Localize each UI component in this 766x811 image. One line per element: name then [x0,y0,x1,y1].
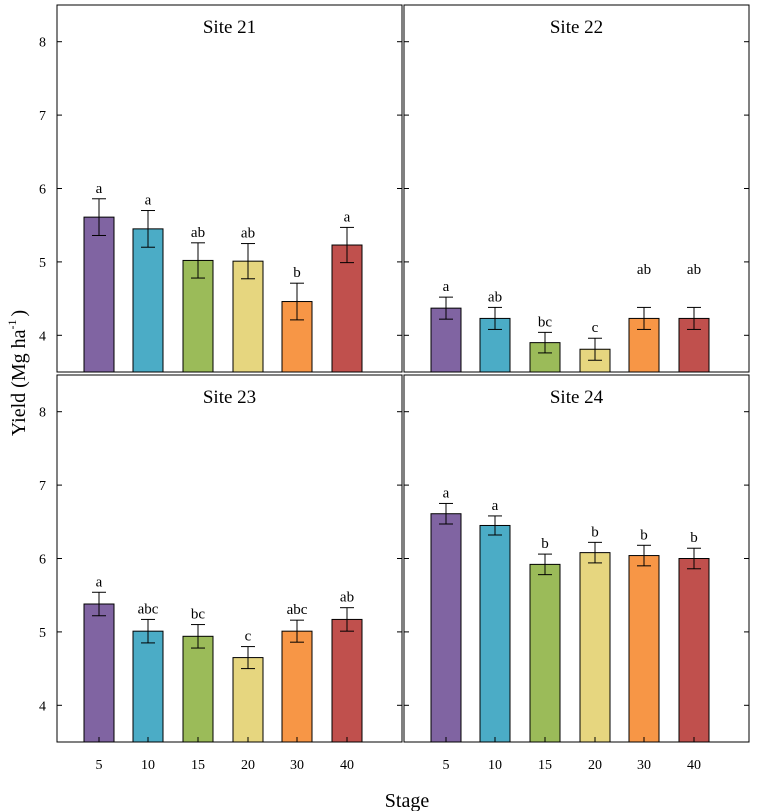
significance-letter: a [96,574,103,590]
y-tick-label: 5 [39,626,46,641]
bar-40 [331,618,363,743]
bar-10 [479,524,511,743]
panel-title: Site 23 [203,387,256,408]
significance-letter: abc [287,602,308,618]
bar-15 [529,563,561,743]
bar-30 [281,630,313,743]
x-tick-label: 30 [637,758,651,773]
y-axis-title-text: Yield (Mg ha [8,329,30,436]
significance-letter: ab [488,289,502,305]
x-tick-label: 15 [538,758,552,773]
panel-3: 4 5 6 7 8 Site 23 a 5 abc 10 bc 15 c 20 abc 30 ab 40 [39,374,403,773]
y-tick-label: 8 [39,406,46,421]
significance-letter: bc [538,314,553,330]
panel-title: Site 21 [203,17,256,38]
panel-title: Site 22 [550,17,603,38]
significance-letter: ab [241,226,255,242]
significance-letter: ab [340,590,354,606]
bar-15 [182,635,214,743]
y-tick-label: 5 [39,256,46,271]
significance-letter: a [344,209,351,225]
x-tick-label: 20 [588,758,602,773]
significance-letter: ab [191,225,205,241]
significance-letter: ab [687,262,701,278]
bar-10 [132,630,164,743]
bar-40 [331,244,363,373]
y-tick-label: 7 [39,479,46,494]
bar-20 [232,657,264,743]
significance-letter: c [592,320,599,336]
y-tick-label: 4 [39,699,46,714]
x-tick-label: 40 [687,758,701,773]
y-tick-label: 6 [39,553,46,568]
significance-letter: a [96,181,103,197]
significance-letter: b [640,527,648,543]
x-tick-label: 30 [290,758,304,773]
x-tick-label: 40 [340,758,354,773]
panel-1: 4 5 6 7 8 Site 21 a a ab ab b a [39,4,403,373]
y-axis-title-close: ) [8,310,30,317]
panel-2: Site 22 a ab bc c ab ab [403,4,750,373]
y-tick-label: 4 [39,329,46,344]
bar-15 [182,259,214,373]
y-tick-label: 8 [39,36,46,51]
x-axis-title: Stage [385,790,430,811]
significance-letter: ab [637,262,651,278]
y-tick-label: 6 [39,183,46,198]
y-axis-title-superscript: -1 [5,320,19,330]
bar-10 [132,228,164,373]
bar-5 [83,603,115,743]
significance-letter: b [690,530,698,546]
significance-letter: c [245,629,252,645]
x-tick-label: 10 [141,758,155,773]
bar-5 [430,513,462,743]
bar-20 [579,552,611,743]
significance-letter: abc [138,601,159,617]
bar-30 [628,555,660,743]
x-tick-label: 10 [488,758,502,773]
significance-letter: a [443,279,450,295]
bar-5 [83,216,115,373]
x-tick-label: 5 [96,758,103,773]
x-tick-label: 20 [241,758,255,773]
significance-letter: b [591,524,599,540]
x-tick-label: 5 [443,758,450,773]
significance-letter: a [492,498,499,514]
panel-title: Site 24 [550,387,604,408]
y-axis-title: Yield (Mg ha-1) [5,310,30,436]
significance-letter: bc [191,607,206,623]
y-tick-label: 7 [39,109,46,124]
x-tick-label: 15 [191,758,205,773]
significance-letter: b [541,536,549,552]
significance-letter: a [145,193,152,209]
significance-letter: a [443,485,450,501]
bar-40 [678,558,710,743]
panel-4: Site 24 a 5 a 10 b 15 b 20 b 30 b 40 [403,374,750,773]
significance-letter: b [293,265,301,281]
bar-20 [232,260,264,373]
